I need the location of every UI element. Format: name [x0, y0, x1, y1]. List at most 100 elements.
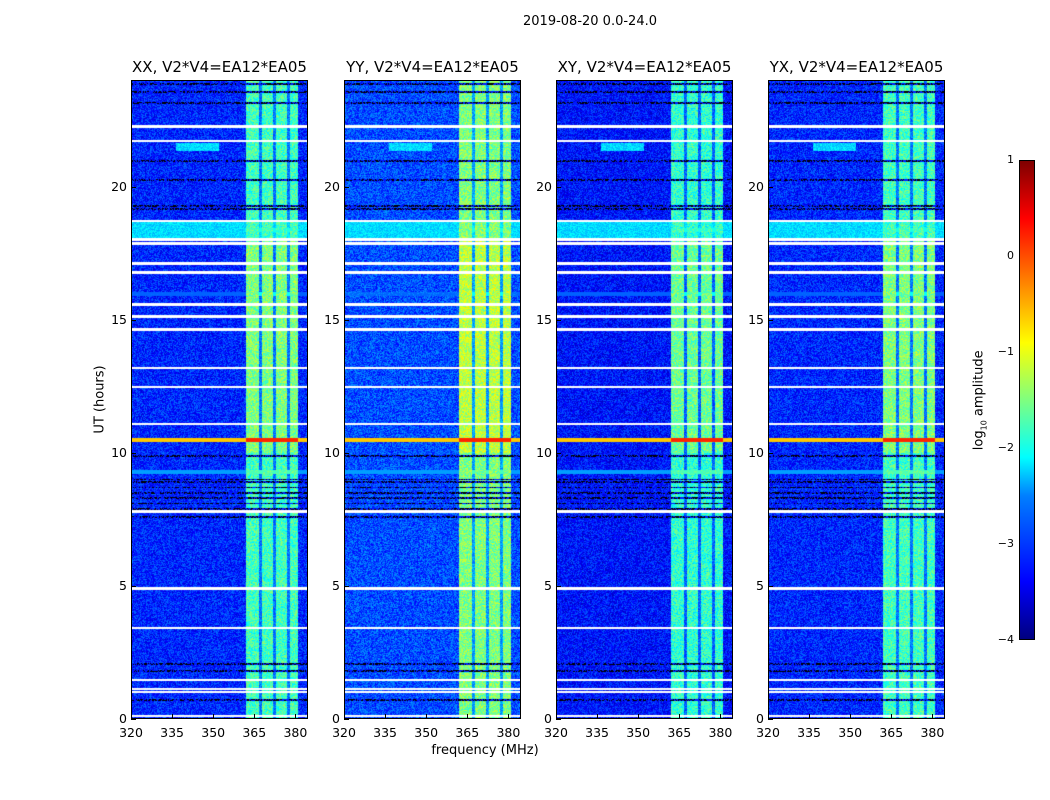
- y-tick-mark: [344, 186, 349, 188]
- x-tick-label: 335: [585, 725, 610, 740]
- y-tick-label: 15: [748, 311, 764, 327]
- x-tick-label: 320: [756, 725, 780, 740]
- y-tick-mark: [344, 585, 349, 587]
- y-tick-label: 5: [756, 577, 764, 593]
- y-tick-mark: [768, 719, 773, 720]
- y-tick-label: 20: [111, 178, 127, 194]
- y-tick-mark: [556, 186, 561, 188]
- y-tick-mark: [768, 452, 773, 454]
- y-tick-mark: [556, 585, 561, 587]
- colorbar-tick-label: −3: [997, 537, 1014, 550]
- x-tick-mark: [720, 714, 722, 719]
- panel-title: XY, V2*V4=EA12*EA05: [557, 58, 732, 76]
- x-tick-mark: [213, 714, 215, 719]
- y-tick-mark: [768, 319, 773, 321]
- x-tick-mark: [385, 714, 387, 719]
- x-tick-label: 350: [838, 725, 863, 740]
- x-tick-mark: [467, 714, 469, 719]
- x-tick-mark: [254, 714, 256, 719]
- x-tick-label: 320: [119, 725, 143, 740]
- panel-title: YY, V2*V4=EA12*EA05: [346, 58, 519, 76]
- x-tick-label: 380: [708, 725, 733, 740]
- x-tick-label: 320: [544, 725, 568, 740]
- x-axis-label: frequency (MHz): [431, 743, 539, 758]
- panel-title: XX, V2*V4=EA12*EA05: [132, 58, 307, 76]
- x-tick-label: 335: [797, 725, 822, 740]
- y-tick-label: 10: [324, 444, 340, 460]
- x-tick-label: 365: [455, 725, 480, 740]
- y-tick-mark: [344, 719, 349, 720]
- x-tick-label: 335: [373, 725, 398, 740]
- y-tick-mark: [131, 585, 136, 587]
- x-tick-mark: [597, 714, 599, 719]
- x-tick-label: 380: [496, 725, 521, 740]
- x-tick-label: 380: [920, 725, 945, 740]
- colorbar: [1019, 160, 1035, 640]
- x-tick-mark: [768, 714, 769, 719]
- x-tick-mark: [508, 714, 510, 719]
- y-tick-mark: [344, 452, 349, 454]
- spectrogram-panel: [556, 80, 733, 719]
- y-tick-label: 15: [111, 311, 127, 327]
- panel-title: YX, V2*V4=EA12*EA05: [769, 58, 944, 76]
- colorbar-tick-label: −1: [997, 345, 1014, 358]
- y-tick-label: 5: [332, 577, 340, 593]
- y-tick-label: 15: [324, 311, 340, 327]
- x-tick-label: 365: [879, 725, 904, 740]
- spectrogram-heatmap: [769, 81, 944, 718]
- spectrogram-panel: [344, 80, 521, 719]
- y-tick-mark: [131, 186, 136, 188]
- x-tick-mark: [172, 714, 174, 719]
- x-tick-label: 335: [160, 725, 185, 740]
- x-tick-mark: [556, 714, 557, 719]
- x-tick-mark: [809, 714, 811, 719]
- colorbar-label: log10 amplitude: [971, 350, 989, 451]
- y-axis-label: UT (hours): [92, 365, 108, 434]
- x-tick-label: 365: [242, 725, 267, 740]
- x-tick-mark: [850, 714, 852, 719]
- colorbar-tick-label: −4: [997, 633, 1014, 646]
- y-tick-mark: [768, 585, 773, 587]
- x-tick-label: 350: [201, 725, 226, 740]
- x-tick-label: 365: [667, 725, 692, 740]
- y-tick-label: 20: [748, 178, 764, 194]
- x-tick-mark: [295, 714, 297, 719]
- figure-title: 2019-08-20 0.0-24.0: [523, 14, 657, 29]
- y-tick-label: 10: [111, 444, 127, 460]
- x-tick-label: 350: [626, 725, 651, 740]
- y-tick-mark: [131, 452, 136, 454]
- x-tick-mark: [891, 714, 893, 719]
- spectrogram-heatmap: [557, 81, 732, 718]
- y-tick-mark: [131, 319, 136, 321]
- y-tick-mark: [556, 719, 561, 720]
- y-tick-label: 0: [756, 711, 764, 726]
- x-tick-label: 380: [283, 725, 308, 740]
- y-tick-mark: [768, 186, 773, 188]
- y-tick-label: 0: [332, 711, 340, 726]
- y-tick-label: 0: [119, 711, 127, 726]
- spectrogram-heatmap: [132, 81, 307, 718]
- y-tick-mark: [556, 452, 561, 454]
- x-tick-mark: [932, 714, 934, 719]
- y-tick-label: 15: [536, 311, 552, 327]
- y-tick-label: 5: [119, 577, 127, 593]
- spectrogram-panel: [768, 80, 945, 719]
- y-tick-label: 10: [748, 444, 764, 460]
- y-tick-label: 0: [544, 711, 552, 726]
- y-tick-mark: [131, 719, 136, 720]
- x-tick-mark: [344, 714, 345, 719]
- x-tick-label: 320: [332, 725, 356, 740]
- x-tick-mark: [679, 714, 681, 719]
- y-tick-mark: [556, 319, 561, 321]
- spectrogram-heatmap: [345, 81, 520, 718]
- colorbar-tick-label: −2: [997, 441, 1014, 454]
- x-tick-label: 350: [414, 725, 439, 740]
- y-tick-label: 10: [536, 444, 552, 460]
- y-tick-label: 5: [544, 577, 552, 593]
- y-tick-label: 20: [536, 178, 552, 194]
- x-tick-mark: [131, 714, 132, 719]
- x-tick-mark: [426, 714, 428, 719]
- y-tick-label: 20: [324, 178, 340, 194]
- colorbar-tick-label: 0: [1007, 249, 1014, 262]
